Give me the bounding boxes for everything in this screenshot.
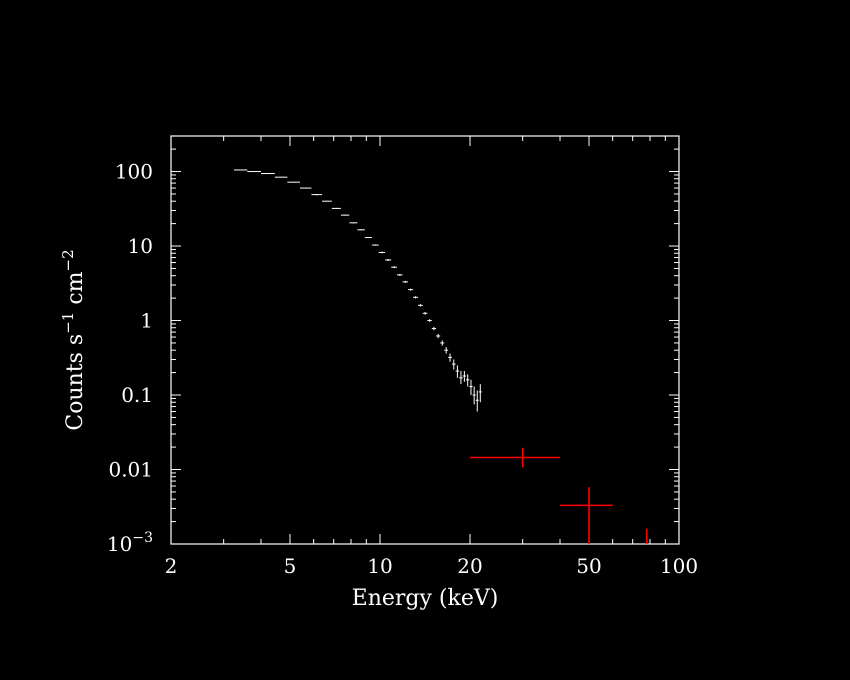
y-tick-labels: 100 10 1 0.1 0.01 10−3 [107,160,153,556]
data-point [440,340,445,346]
y-tick-label: 1 [140,309,153,333]
data-point [391,266,398,269]
y-tick-label: 0.1 [121,383,153,407]
data-point [349,222,358,224]
data-point [475,390,479,412]
data-point [287,181,300,183]
data-point [331,207,341,209]
data-point [261,173,275,175]
data-point [385,258,392,261]
data-point [247,171,262,173]
data-point [364,237,372,239]
data-point [478,384,482,403]
x-tick-label: 100 [660,554,698,578]
data-point [322,200,332,202]
y-axis-label: Counts s−1 cm−2 [59,249,88,430]
data-point [560,487,613,544]
y-tick-label: 10 [128,234,153,258]
series-1 [234,169,482,412]
x-tick-label: 10 [367,554,392,578]
x-tick-labels: 2 5 10 20 50 100 [165,554,698,578]
data-point [466,374,470,387]
y-tick-label: 0.01 [108,458,153,482]
axis-ticks [170,135,680,545]
data-point [407,288,414,291]
x-tick-label: 2 [165,554,178,578]
y-tick-label: 10−3 [107,530,153,556]
data-point [371,244,379,246]
data-point [402,280,408,283]
data-point [234,169,248,171]
x-tick-label: 50 [576,554,601,578]
data-point [459,371,463,385]
data-point [431,326,437,331]
y-tick-label: 100 [115,160,153,184]
data-point [311,193,323,196]
data-point [472,386,476,405]
data-series [234,169,648,544]
data-point [422,312,428,315]
data-point [444,347,449,354]
data-point [418,304,423,307]
x-tick-label: 5 [284,554,297,578]
plot-frame [170,135,680,545]
data-point [448,353,452,362]
x-axis-label: Energy (keV) [352,586,499,611]
data-point [470,447,561,468]
data-point [397,273,403,276]
data-point [340,214,350,216]
data-point [299,187,312,189]
data-point [455,365,460,378]
data-point [451,359,456,370]
data-point [436,333,441,339]
data-point [378,251,386,254]
data-point [357,229,365,231]
data-point [427,319,432,322]
series-2 [470,447,648,544]
data-point [413,296,419,299]
data-point [469,379,473,396]
data-point [462,371,467,382]
x-tick-label: 20 [457,554,482,578]
data-point [274,176,288,178]
